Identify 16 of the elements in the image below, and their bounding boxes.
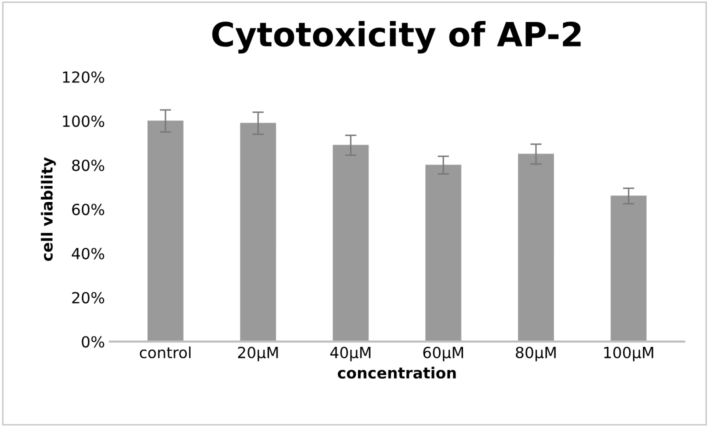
y-axis-title: cell viability xyxy=(40,157,56,261)
y-tick-label: 80% xyxy=(72,160,104,172)
x-tick-label: control xyxy=(140,346,191,358)
x-tick-label: 80μM xyxy=(516,346,556,362)
y-tick-label: 100% xyxy=(63,115,104,128)
y-tick-label: 20% xyxy=(72,292,104,304)
x-tick-label: 40μM xyxy=(330,346,370,362)
y-tick-label: 60% xyxy=(72,204,104,216)
x-axis-title: concentration xyxy=(338,366,456,379)
chart-title: Cytotoxicity of AP-2 xyxy=(212,20,581,54)
y-tick-label: 120% xyxy=(63,71,104,83)
x-tick-label: 20μM xyxy=(238,346,278,362)
y-tick-label: 40% xyxy=(72,248,104,260)
x-tick-label: 60μM xyxy=(423,346,464,362)
x-tick-label: 100μM xyxy=(604,346,654,362)
y-tick-label: 0% xyxy=(82,336,104,348)
